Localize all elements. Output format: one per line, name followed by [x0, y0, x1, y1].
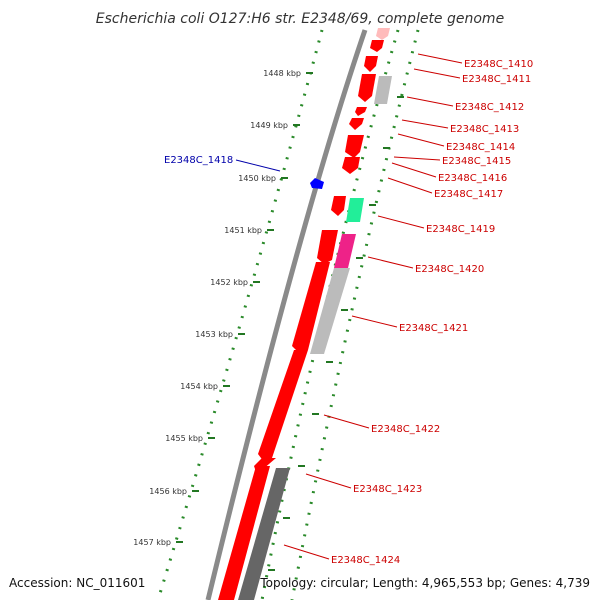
outer-tick-ring: [156, 29, 324, 600]
kbp-label-1456: 1456 kbp: [149, 487, 187, 496]
gene-label-1410: E2348C_1410: [464, 59, 533, 70]
kbp-label-1448: 1448 kbp: [263, 69, 301, 78]
kbp-axis: 1448 kbp 1449 kbp 1450 kbp 1451 kbp 1452…: [133, 69, 313, 547]
accession-text: Accession: NC_011601: [9, 576, 145, 590]
gene-feature-1420: [317, 230, 338, 264]
kbp-label-1454: 1454 kbp: [180, 382, 218, 391]
kbp-label-1450: 1450 kbp: [238, 174, 276, 183]
gene-label-1420: E2348C_1420: [415, 264, 484, 275]
gene-feature-1419: [331, 196, 346, 216]
gene-label-1424: E2348C_1424: [331, 555, 400, 566]
gene-feature-1421: [292, 262, 330, 352]
gene-feature-1412: [358, 74, 376, 102]
gene-features: [218, 28, 392, 600]
gene-feature-1423-gray: [238, 468, 290, 600]
gene-feature-1421-pseudo: [310, 268, 350, 354]
gene-label-1421: E2348C_1421: [399, 323, 468, 334]
gene-feature-1419-teal: [346, 198, 364, 222]
inner-tick-ring-right: [290, 29, 420, 600]
gene-feature-1410: [370, 40, 384, 52]
label-leaders: [283, 53, 463, 560]
gene-label-1419: E2348C_1419: [426, 224, 495, 235]
kbp-label-1452: 1452 kbp: [210, 278, 248, 287]
gene-feature-1415: [345, 135, 364, 158]
gene-feature-1416: [342, 157, 360, 174]
label-leader-1418: [235, 159, 281, 172]
kbp-label-1453: 1453 kbp: [195, 330, 233, 339]
gene-feature-1414: [349, 118, 364, 130]
gene-feature-1418: [310, 178, 324, 189]
gene-label-1412: E2348C_1412: [455, 102, 524, 113]
kbp-label-1451: 1451 kbp: [224, 226, 262, 235]
gene-feature-1412-pseudo: [374, 76, 392, 104]
gene-label-1411: E2348C_1411: [462, 74, 531, 85]
kbp-label-1457: 1457 kbp: [133, 538, 171, 547]
gene-label-1417: E2348C_1417: [434, 189, 503, 200]
gene-feature-1422: [258, 350, 308, 462]
gene-feature-1424: [218, 466, 270, 600]
gene-feature-1413: [355, 107, 367, 116]
gene-label-1418: E2348C_1418: [164, 155, 233, 166]
gene-feature-1410-pseudo: [376, 28, 390, 40]
map-title: Escherichia coli O127:H6 str. E2348/69, …: [96, 11, 504, 27]
gene-label-1414: E2348C_1414: [446, 142, 515, 153]
kbp-label-1449: 1449 kbp: [250, 121, 288, 130]
topology-text: Topology: circular; Length: 4,965,553 bp…: [259, 576, 590, 590]
gene-feature-1420-magenta: [334, 234, 356, 268]
genome-backbone: [205, 29, 368, 600]
gene-labels: E2348C_1410 E2348C_1411 E2348C_1412 E234…: [164, 59, 533, 566]
gene-label-1416: E2348C_1416: [438, 173, 507, 184]
gene-feature-1411: [364, 56, 378, 72]
gene-label-1422: E2348C_1422: [371, 424, 440, 435]
gene-label-1415: E2348C_1415: [442, 156, 511, 167]
inner-ring-ticks: [268, 96, 404, 571]
gene-label-1423: E2348C_1423: [353, 484, 422, 495]
kbp-label-1455: 1455 kbp: [165, 434, 203, 443]
gene-label-1413: E2348C_1413: [450, 124, 519, 135]
